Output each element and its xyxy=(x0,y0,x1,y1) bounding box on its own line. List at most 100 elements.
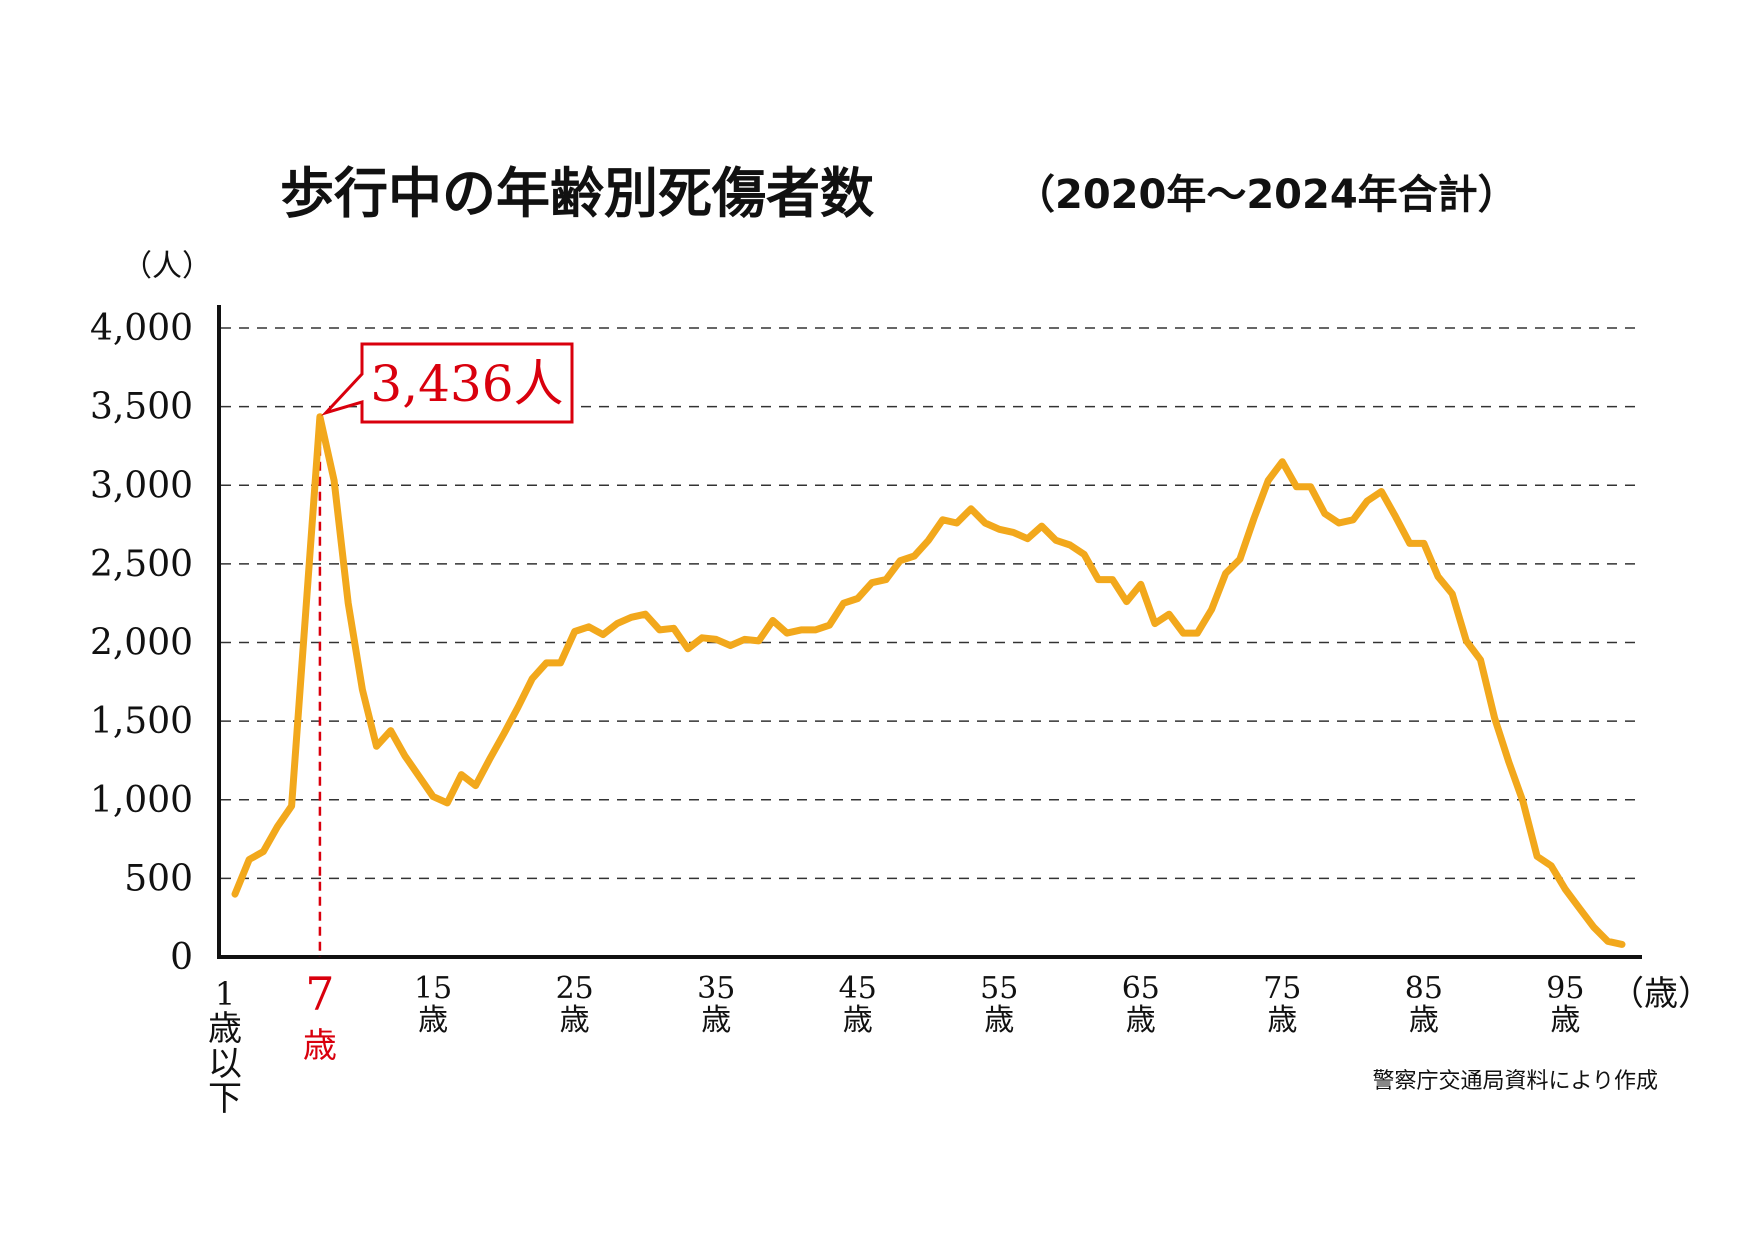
data-point xyxy=(1010,529,1017,536)
data-point xyxy=(515,703,522,710)
data-point xyxy=(274,823,281,830)
data-point xyxy=(1081,551,1088,558)
data-point xyxy=(1378,488,1385,495)
data-point xyxy=(656,626,663,633)
data-point xyxy=(727,642,734,649)
data-point xyxy=(1067,542,1074,549)
data-point xyxy=(1619,941,1626,948)
data-point xyxy=(826,622,833,629)
x-tick-unit: 歳 xyxy=(1126,1003,1156,1038)
data-point xyxy=(939,516,946,523)
y-tick-label: 2,500 xyxy=(90,544,193,585)
data-point xyxy=(1491,714,1498,721)
data-point xyxy=(302,608,309,615)
x-tick-unit: 歳 xyxy=(560,1003,590,1038)
data-point xyxy=(628,614,635,621)
data-point xyxy=(260,848,267,855)
y-tick-label: 0 xyxy=(170,937,193,978)
peak-callout: 3,436人 xyxy=(321,342,574,424)
data-point xyxy=(1364,497,1371,504)
data-point xyxy=(1548,862,1555,869)
x-tick-label: 75 xyxy=(1263,971,1301,1006)
x-tick-label: 55 xyxy=(980,971,1018,1006)
data-point xyxy=(331,477,338,484)
x-tick-label-first: 下 xyxy=(208,1079,242,1119)
data-point xyxy=(1392,513,1399,520)
x-tick-unit: 歳 xyxy=(418,1003,448,1038)
data-point xyxy=(1095,576,1102,583)
series-line xyxy=(231,413,1626,948)
data-point xyxy=(897,557,904,564)
data-points xyxy=(232,413,1626,948)
data-point xyxy=(982,519,989,526)
x-axis-unit: （歳） xyxy=(1610,974,1712,1014)
data-point xyxy=(444,799,451,806)
data-point xyxy=(1251,515,1258,522)
x-tick-unit: 歳 xyxy=(1409,1003,1439,1038)
data-point xyxy=(670,625,677,632)
x-tick-label: 95 xyxy=(1546,971,1584,1006)
data-point xyxy=(1265,477,1272,484)
data-point xyxy=(1463,637,1470,644)
x-tick-label: 35 xyxy=(697,971,735,1006)
data-point xyxy=(854,595,861,602)
data-point xyxy=(1208,606,1215,613)
data-point xyxy=(1236,556,1243,563)
x-tick-unit: 歳 xyxy=(1550,1003,1580,1038)
data-point xyxy=(430,793,437,800)
data-point xyxy=(812,626,819,633)
data-point xyxy=(1166,611,1173,618)
data-point xyxy=(953,519,960,526)
y-tick-label: 3,500 xyxy=(90,387,193,428)
y-tick-label: 3,000 xyxy=(90,465,193,506)
data-point xyxy=(798,626,805,633)
data-point xyxy=(1052,537,1059,544)
y-axis-ticks: 0 500 1,000 1,500 2,000 2,500 3,000 3,500 4,000 xyxy=(90,308,193,978)
data-point xyxy=(1604,938,1611,945)
data-point xyxy=(557,659,564,666)
data-point xyxy=(401,752,408,759)
x-tick-label-first: 以 xyxy=(208,1044,242,1084)
x-tick-label-highlight: 7 xyxy=(305,967,334,1021)
data-point xyxy=(1477,656,1484,663)
data-point xyxy=(642,611,649,618)
data-point xyxy=(1293,483,1300,490)
data-point xyxy=(359,686,366,693)
data-point xyxy=(1590,924,1597,931)
data-point xyxy=(387,727,394,734)
data-point xyxy=(684,645,691,652)
data-point xyxy=(1109,576,1116,583)
x-tick-unit: 歳 xyxy=(843,1003,873,1038)
data-point xyxy=(1137,581,1144,588)
data-point xyxy=(1307,483,1314,490)
data-point xyxy=(373,743,380,750)
data-point xyxy=(925,537,932,544)
x-tick-label-first: 歳 xyxy=(208,1009,242,1049)
data-point xyxy=(1562,886,1569,893)
data-point xyxy=(911,553,918,560)
data-point xyxy=(1576,905,1583,912)
data-point xyxy=(1406,540,1413,547)
x-tick-unit: 歳 xyxy=(1267,1003,1297,1038)
data-point xyxy=(713,636,720,643)
data-point xyxy=(529,675,536,682)
data-point xyxy=(741,636,748,643)
x-tick-label: 65 xyxy=(1122,971,1160,1006)
data-point xyxy=(1435,573,1442,580)
data-point xyxy=(1024,535,1031,542)
data-point xyxy=(1123,598,1130,605)
data-point xyxy=(316,413,323,420)
data-point xyxy=(1335,519,1342,526)
data-point xyxy=(1279,458,1286,465)
x-tick-unit-highlight: 歳 xyxy=(303,1026,337,1066)
y-tick-label: 1,500 xyxy=(90,701,193,742)
peak-callout-box xyxy=(321,342,574,424)
data-point xyxy=(486,755,493,762)
data-point xyxy=(996,526,1003,533)
data-point xyxy=(699,634,706,641)
x-tick-label: 85 xyxy=(1405,971,1443,1006)
y-tick-label: 500 xyxy=(124,858,193,899)
chart-title: 歩行中の年齢別死傷者数 xyxy=(280,162,874,225)
